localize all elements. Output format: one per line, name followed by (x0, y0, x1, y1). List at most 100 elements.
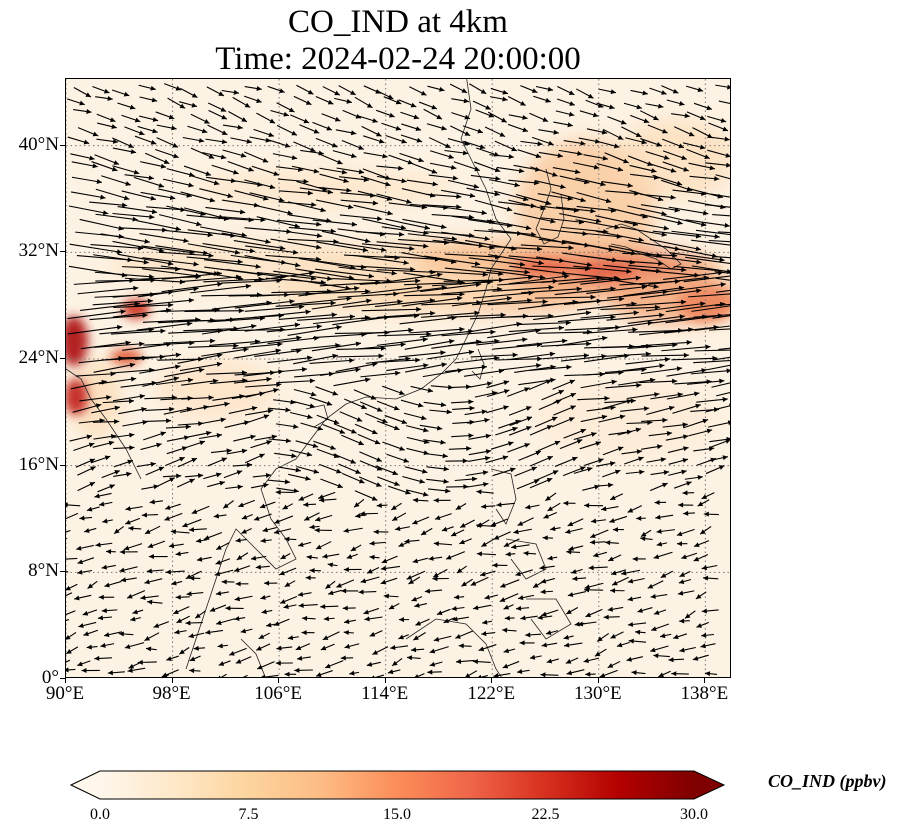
wind-arrow-40 (293, 95, 312, 106)
wind-arrow-1336 (406, 655, 421, 661)
wind-arrow-262 (551, 191, 586, 203)
wind-arrow-299 (705, 204, 730, 208)
wind-arrow-396 (203, 259, 261, 269)
wind-arrow-1126 (406, 570, 426, 580)
wind-arrow-990 (66, 512, 79, 520)
wind-arrow-1175 (175, 594, 190, 600)
wind-arrow-163 (363, 152, 388, 159)
wind-arrow-1023 (128, 525, 142, 531)
wind-arrow-715 (618, 377, 656, 386)
wind-arrow-133 (363, 135, 385, 144)
wind-arrow-1144 (144, 578, 163, 585)
wind-arrow-1184 (358, 589, 377, 595)
wind-arrow-94 (156, 124, 177, 131)
wind-arrow-148 (682, 142, 706, 150)
wind-arrow-956 (650, 482, 668, 492)
wind-arrow-840 (73, 442, 95, 451)
wind-arrow-665 (179, 361, 223, 372)
wind-arrow-1163 (572, 576, 587, 582)
wind-arrow-96 (207, 124, 228, 136)
wind-arrow-750 (72, 403, 102, 413)
wind-arrow-490 (298, 286, 360, 297)
lat-tick (60, 251, 65, 253)
wind-arrow-765 (403, 412, 427, 421)
wind-arrow-1038 (450, 529, 465, 537)
wind-arrow-637 (234, 348, 281, 359)
wind-arrow-912 (341, 472, 365, 484)
wind-arrow-194 (376, 165, 404, 171)
wind-arrow-509 (715, 289, 730, 293)
wind-arrow-1225 (607, 606, 624, 612)
wind-arrow-785 (177, 421, 204, 427)
wind-arrow-1068 (459, 538, 472, 545)
wind-arrow-741 (541, 389, 565, 401)
wind-arrow-1114 (146, 568, 164, 574)
wind-arrow-1227 (653, 609, 667, 615)
wind-arrow-1154 (360, 576, 380, 584)
wind-arrow-836 (648, 431, 673, 437)
wind-arrow-1031 (309, 524, 320, 530)
wind-arrow-1074 (589, 539, 606, 545)
wind-arrow-1212 (320, 604, 339, 610)
wind-arrow-105 (401, 123, 422, 132)
wind-arrow-208 (688, 162, 716, 171)
wind-arrow-1273 (343, 630, 354, 636)
wind-arrow-1223 (565, 607, 579, 615)
wind-arrow-1107 (653, 551, 673, 559)
wind-arrow-865 (621, 449, 643, 455)
wind-arrow-605 (188, 343, 239, 349)
wind-arrow-993 (124, 517, 141, 525)
wind-arrow-866 (641, 444, 663, 450)
wind-arrow-337 (221, 232, 271, 244)
wind-arrow-1310 (503, 648, 516, 654)
lat-label: 40°N (18, 133, 59, 155)
wind-arrow-748 (696, 396, 728, 403)
wind-arrow-1272 (322, 631, 340, 641)
wind-arrow-359 (718, 231, 730, 234)
wind-arrow-341 (321, 230, 371, 244)
wind-arrow-988 (678, 502, 694, 508)
wind-arrow-1329 (256, 661, 275, 670)
wind-arrow-20 (520, 85, 538, 94)
wind-arrow-169 (489, 154, 514, 160)
wind-arrow-1150 (284, 580, 296, 588)
wind-arrow-1194 (584, 587, 604, 593)
wind-arrow-380 (520, 244, 574, 251)
wind-arrow-93 (137, 125, 158, 134)
wind-arrow-1093 (346, 553, 358, 559)
wind-arrow-758 (244, 408, 274, 416)
wind-arrow-1376 (631, 670, 646, 676)
wind-arrow-480 (77, 285, 139, 295)
wind-arrow-1360 (284, 671, 297, 677)
wind-arrow-1021 (84, 527, 97, 533)
wind-arrow-439 (486, 269, 546, 280)
wind-arrow-1100 (505, 551, 516, 557)
wind-arrow-126 (205, 138, 228, 145)
wind-arrow-1210 (283, 604, 297, 609)
wind-arrow-725 (181, 395, 214, 401)
wind-arrow-18 (469, 83, 487, 95)
wind-arrow-312 (339, 214, 383, 222)
lon-tick (491, 678, 493, 683)
wind-arrow-700 (293, 388, 317, 397)
wind-arrow-1268 (240, 628, 253, 634)
wind-arrow-394 (158, 251, 214, 259)
wind-arrow-123 (134, 135, 157, 145)
wind-arrow-984 (584, 502, 604, 508)
wind-arrow-1049 (699, 525, 712, 535)
wind-arrow-948 (465, 481, 489, 488)
wind-arrow-1146 (189, 575, 201, 581)
wind-arrow-933 (141, 484, 159, 490)
wind-arrow-322 (559, 213, 602, 224)
wind-arrow-90 (77, 127, 99, 137)
wind-arrow-973 (353, 498, 365, 508)
lon-label: 98°E (152, 683, 191, 704)
wind-arrow-1044 (589, 529, 609, 539)
wind-arrow-389 (708, 239, 730, 243)
wind-arrow-295 (627, 205, 667, 216)
wind-arrow-552 (332, 315, 390, 326)
wind-arrow-57 (666, 99, 685, 106)
wind-arrow-540 (67, 309, 126, 320)
wind-arrow-23 (576, 88, 594, 99)
wind-arrow-146 (640, 138, 663, 147)
